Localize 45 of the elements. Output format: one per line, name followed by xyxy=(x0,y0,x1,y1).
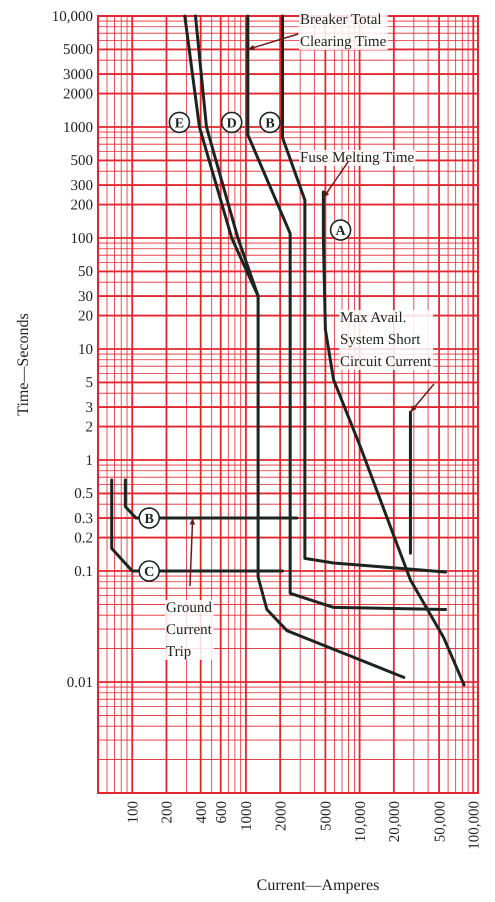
x-tick-label: 100,000 xyxy=(466,801,483,850)
annotation: D xyxy=(226,116,237,132)
y-tick-label: 2 xyxy=(86,419,93,436)
y-tick-label: 30 xyxy=(78,288,93,305)
y-axis-title: Time—Seconds xyxy=(15,313,32,416)
y-tick-label: 3 xyxy=(86,400,93,416)
y-tick-label: 0.1 xyxy=(74,564,93,580)
annotation: B xyxy=(265,116,275,132)
y-tick-label: 1000 xyxy=(63,120,93,136)
y-tick-label: 10,000 xyxy=(52,8,93,25)
y-tick-label: 5 xyxy=(86,375,93,392)
y-tick-label: 100 xyxy=(70,230,93,247)
y-tick-label: 3000 xyxy=(63,66,93,83)
y-tick-label: 2000 xyxy=(63,86,93,102)
annotation: B xyxy=(144,512,154,527)
annotation: A xyxy=(336,224,346,239)
annotation: E xyxy=(174,116,184,132)
x-tick-label: 1000 xyxy=(239,801,256,831)
y-tick-label: 10 xyxy=(78,342,93,358)
annotation: Fuse Melting Time xyxy=(300,150,415,166)
x-tick-label: 400 xyxy=(194,801,210,824)
x-tick-label: 10,000 xyxy=(352,801,369,842)
y-tick-label: 500 xyxy=(70,153,93,170)
x-tick-label: 20,000 xyxy=(387,801,404,842)
annotation: Max Avail. System Short Circuit Current xyxy=(340,310,432,370)
y-tick-label: 0.2 xyxy=(74,530,93,546)
y-tick-label: 1 xyxy=(86,452,93,469)
x-tick-label: 5000 xyxy=(318,801,335,831)
x-tick-label: 600 xyxy=(214,801,230,824)
x-axis-title: Current—Amperes xyxy=(256,877,380,894)
y-tick-label: 0.01 xyxy=(66,674,93,691)
annotation: C xyxy=(144,564,154,580)
y-tick-label: 200 xyxy=(70,197,93,214)
y-tick-label: 0.3 xyxy=(74,510,93,527)
y-tick-label: 50 xyxy=(78,264,93,280)
annotation: Breaker Total Clearing Time xyxy=(300,12,387,50)
x-tick-label: 50,000 xyxy=(432,801,448,842)
x-tick-label: 200 xyxy=(160,801,176,824)
y-tick-label: 300 xyxy=(70,178,93,194)
y-tick-label: 5000 xyxy=(63,42,93,58)
x-tick-label: 2000 xyxy=(273,801,290,831)
x-tick-label: 100 xyxy=(125,801,142,824)
annotation: Ground Current Trip xyxy=(166,600,213,660)
y-tick-label: 20 xyxy=(78,308,93,324)
y-tick-label: 0.5 xyxy=(74,486,93,502)
